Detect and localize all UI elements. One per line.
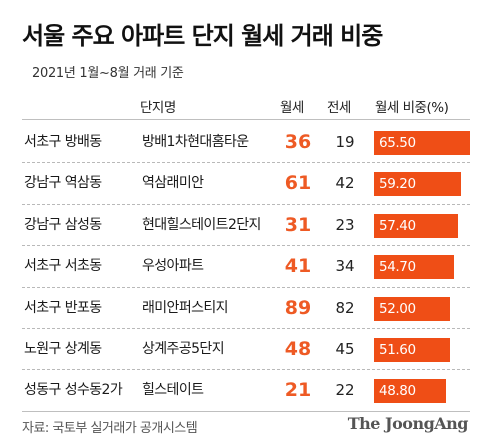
ratio-bar [374,255,455,280]
ratio-value-label: 65.50 [379,135,416,151]
ratio-bar-track: 48.80 [374,379,470,404]
jeonse-count: 22 [335,381,355,400]
apartment-name: 현대힐스테이트2단지 [142,216,261,233]
ratio-value-label: 48.80 [379,383,416,400]
monthly-count: 21 [284,379,312,402]
region-label: 강남구 삼성동 [24,216,102,233]
table-row: 성동구 성수동2가 힐스테이트 21 22 48.80 [22,370,470,411]
monthly-count: 41 [284,255,312,278]
monthly-count: 31 [284,213,312,236]
header-divider [22,119,470,120]
ratio-bar-track: 54.70 [374,255,470,280]
ratio-bar [374,379,446,404]
apartment-name: 힐스테이트 [142,382,204,399]
ratio-value-label: 59.20 [379,176,416,193]
monthly-count: 89 [284,296,312,319]
footer-divider [22,411,470,412]
header-apartment: 단지명 [140,100,176,116]
ratio-bar-track: 59.20 [374,172,470,197]
header-jeonse: 전세 [327,100,351,116]
ratio-bar [374,172,461,197]
ratio-value-label: 51.60 [379,341,416,358]
table-row: 강남구 역삼동 역삼래미안 61 42 59.20 [22,163,470,205]
header-monthly: 월세 [280,100,304,116]
region-label: 강남구 역삼동 [24,175,102,192]
chart-subtitle: 2021년 1월~8월 거래 기준 [32,66,184,81]
jeonse-count: 19 [335,133,355,151]
jeonse-count: 23 [335,215,355,234]
apartment-name: 방배1차현대홈타운 [142,134,249,150]
ratio-value-label: 54.70 [379,259,416,276]
apartment-name: 역삼래미안 [142,175,204,192]
apartment-name: 우성아파트 [142,258,204,275]
publisher-logo: The JoongAng [347,414,469,433]
ratio-bar [374,131,470,155]
region-label: 서초구 서초동 [24,258,102,275]
table-row: 서초구 방배동 방배1차현대홈타운 36 19 65.50 [22,122,470,164]
apartment-name: 래미안퍼스티지 [142,299,229,316]
region-label: 서초구 방배동 [24,134,102,150]
monthly-count: 61 [284,172,312,195]
table-row: 강남구 삼성동 현대힐스테이트2단지 31 23 57.40 [22,205,470,247]
ratio-bar [374,213,459,238]
apartment-name: 상계주공5단지 [142,340,225,357]
monthly-count: 48 [284,337,312,360]
table-row: 노원구 상계동 상계주공5단지 48 45 51.60 [22,329,470,371]
data-table: 서초구 방배동 방배1차현대홈타운 36 19 65.50 강남구 역삼동 역삼래미안 61 4… [22,122,470,412]
ratio-bar-track: 52.00 [374,296,470,321]
region-label: 성동구 성수동2가 [24,382,123,399]
jeonse-count: 82 [335,298,355,317]
table-row: 서초구 서초동 우성아파트 41 34 54.70 [22,246,470,288]
ratio-bar [374,337,450,362]
chart-title: 서울 주요 아파트 단지 월세 거래 비중 [22,22,383,50]
jeonse-count: 45 [335,339,355,358]
ratio-bar-track: 51.60 [374,337,470,362]
region-label: 서초구 반포동 [24,299,102,316]
jeonse-count: 42 [335,174,355,193]
source-note: 자료: 국토부 실거래가 공개시스템 [22,421,198,436]
header-ratio: 월세 비중(%) [375,100,449,116]
ratio-bar [374,296,451,321]
jeonse-count: 34 [335,257,355,276]
ratio-bar-track: 65.50 [374,131,470,155]
ratio-value-label: 52.00 [379,300,416,317]
region-label: 노원구 상계동 [24,340,102,357]
monthly-count: 36 [284,131,312,153]
ratio-value-label: 57.40 [379,217,416,234]
ratio-bar-track: 57.40 [374,213,470,238]
table-row: 서초구 반포동 래미안퍼스티지 89 82 52.00 [22,288,470,329]
